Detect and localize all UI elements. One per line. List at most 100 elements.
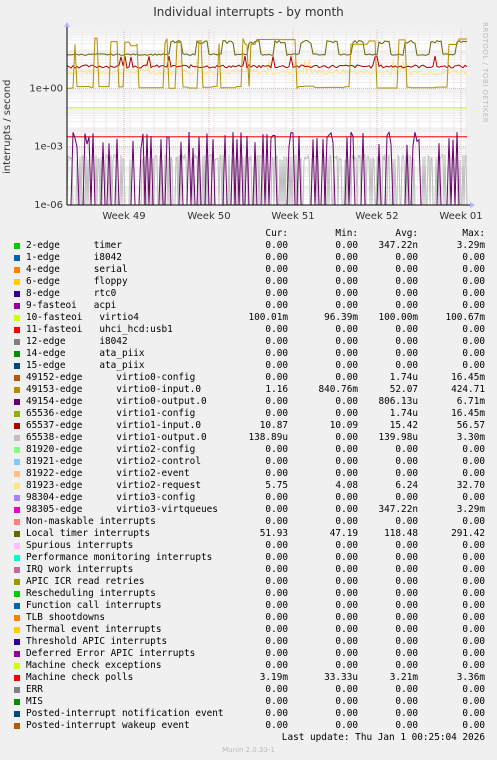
legend: Cur: Min: Avg: Max: 2-edge timer 0.00 0.00… [0, 228, 497, 732]
legend-row: Threshold APIC interrupts 0.00 0.00 0.00 0.0… [0, 636, 497, 648]
legend-value-min: 47.19 [329, 528, 358, 539]
legend-value-max: 16.45m [451, 372, 485, 383]
legend-value-min: 0.00 [335, 588, 358, 599]
legend-value-cur: 0.00 [265, 552, 288, 563]
legend-swatch [14, 411, 20, 417]
y-axis-arrow [64, 22, 70, 27]
legend-swatch [14, 603, 20, 609]
legend-value-max: 0.00 [462, 684, 485, 695]
legend-swatch [14, 507, 20, 513]
legend-value-avg: 347.22n [378, 504, 418, 515]
y-tick-label: 1e+00 [29, 83, 63, 94]
x-tick-label: Week 51 [271, 211, 314, 222]
legend-row: Rescheduling interrupts 0.00 0.00 0.00 0.00 [0, 588, 497, 600]
legend-value-cur: 0.00 [265, 564, 288, 575]
legend-value-cur: 0.00 [265, 516, 288, 527]
legend-value-cur: 0.00 [265, 444, 288, 455]
legend-value-avg: 118.48 [384, 528, 418, 539]
legend-value-max: 0.00 [462, 708, 485, 719]
legend-value-cur: 0.00 [265, 408, 288, 419]
legend-label: Function call interrupts [26, 600, 162, 611]
legend-value-min: 0.00 [335, 324, 358, 335]
legend-value-cur: 138.89u [248, 432, 288, 443]
legend-row: Function call interrupts 0.00 0.00 0.00 0.00 [0, 600, 497, 612]
legend-label: 98305-edge virtio3-virtqueues [26, 504, 218, 515]
legend-value-min: 0.00 [335, 300, 358, 311]
legend-value-max: 291.42 [451, 528, 485, 539]
legend-swatch [14, 351, 20, 357]
legend-value-max: 0.00 [462, 492, 485, 503]
legend-value-max: 0.00 [462, 588, 485, 599]
legend-value-avg: 0.00 [395, 648, 418, 659]
legend-value-max: 0.00 [462, 348, 485, 359]
legend-value-min: 0.00 [335, 564, 358, 575]
legend-value-avg: 0.00 [395, 444, 418, 455]
legend-value-avg: 0.00 [395, 264, 418, 275]
legend-row: 49154-edge virtio0-output.0 0.00 0.00 806.1… [0, 396, 497, 408]
legend-label: Performance monitoring interrupts [26, 552, 213, 563]
legend-value-min: 0.00 [335, 648, 358, 659]
legend-swatch [14, 711, 20, 717]
legend-swatch [14, 279, 20, 285]
legend-swatch [14, 687, 20, 693]
legend-value-min: 0.00 [335, 504, 358, 515]
legend-value-max: 6.71m [456, 396, 485, 407]
legend-value-max: 3.30m [456, 432, 485, 443]
legend-row: 6-edge floppy 0.00 0.00 0.00 0.00 [0, 276, 497, 288]
legend-label: 11-fasteoi uhci_hcd:usb1 [26, 324, 173, 335]
legend-label: 49152-edge virtio0-config [26, 372, 196, 383]
legend-label: 14-edge ata_piix [26, 348, 145, 359]
legend-value-max: 0.00 [462, 540, 485, 551]
legend-label: 4-edge serial [26, 264, 128, 275]
legend-value-cur: 0.00 [265, 540, 288, 551]
legend-value-max: 0.00 [462, 444, 485, 455]
legend-swatch [14, 615, 20, 621]
legend-value-min: 0.00 [335, 372, 358, 383]
legend-swatch [14, 567, 20, 573]
legend-value-avg: 1.74u [389, 372, 418, 383]
legend-row: 81920-edge virtio2-config 0.00 0.00 0.00 0.0… [0, 444, 497, 456]
legend-row: 15-edge ata_piix 0.00 0.00 0.00 0.00 [0, 360, 497, 372]
legend-value-min: 0.00 [335, 432, 358, 443]
legend-value-cur: 0.00 [265, 720, 288, 731]
legend-value-avg: 0.00 [395, 360, 418, 371]
legend-row: 12-edge i8042 0.00 0.00 0.00 0.00 [0, 336, 497, 348]
legend-row: 14-edge ata_piix 0.00 0.00 0.00 0.00 [0, 348, 497, 360]
legend-swatch [14, 363, 20, 369]
legend-value-max: 0.00 [462, 648, 485, 659]
legend-value-max: 0.00 [462, 516, 485, 527]
legend-row: 49152-edge virtio0-config 0.00 0.00 1.74u 16… [0, 372, 497, 384]
legend-swatch [14, 519, 20, 525]
legend-row: TLB shootdowns 0.00 0.00 0.00 0.00 [0, 612, 497, 624]
legend-value-cur: 0.00 [265, 396, 288, 407]
legend-value-min: 0.00 [335, 444, 358, 455]
legend-swatch [14, 387, 20, 393]
legend-label: 10-fasteoi virtio4 [26, 312, 139, 323]
x-tick-label: Week 50 [187, 211, 230, 222]
legend-label: 81922-edge virtio2-event [26, 468, 190, 479]
legend-value-min: 0.00 [335, 516, 358, 527]
legend-label: 81920-edge virtio2-config [26, 444, 196, 455]
legend-label: 81923-edge virtio2-request [26, 480, 201, 491]
legend-value-max: 0.00 [462, 720, 485, 731]
legend-value-min: 0.00 [335, 264, 358, 275]
legend-value-max: 0.00 [462, 456, 485, 467]
legend-label: 65538-edge virtio1-output.0 [26, 432, 207, 443]
legend-label: Spurious interrupts [26, 540, 134, 551]
legend-value-avg: 0.00 [395, 540, 418, 551]
legend-swatch [14, 423, 20, 429]
legend-value-min: 0.00 [335, 720, 358, 731]
legend-value-cur: 0.00 [265, 600, 288, 611]
legend-swatch [14, 459, 20, 465]
legend-swatch [14, 639, 20, 645]
legend-value-avg: 100.00m [378, 312, 418, 323]
legend-swatch [14, 555, 20, 561]
legend-value-max: 0.00 [462, 252, 485, 263]
legend-row: 65536-edge virtio1-config 0.00 0.00 1.74u 16… [0, 408, 497, 420]
series-line-virtio0-input [67, 37, 467, 90]
legend-value-cur: 0.00 [265, 324, 288, 335]
legend-value-avg: 0.00 [395, 492, 418, 503]
legend-value-min: 4.08 [335, 480, 358, 491]
legend-value-min: 0.00 [335, 336, 358, 347]
legend-value-max: 3.36m [456, 672, 485, 683]
